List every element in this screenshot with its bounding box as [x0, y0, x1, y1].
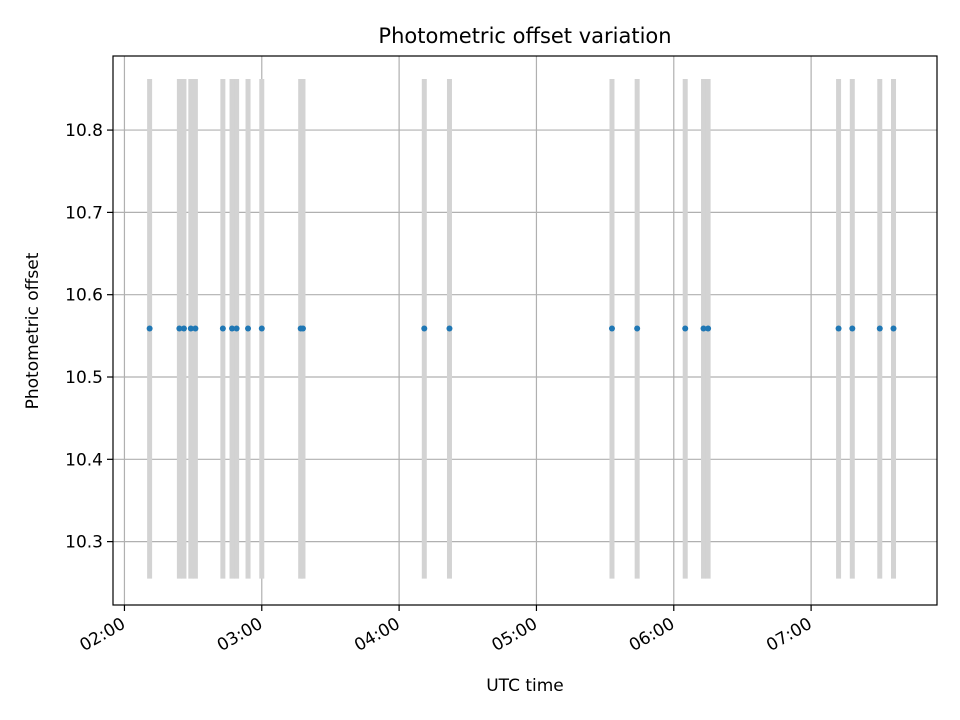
x-axis-label: UTC time	[486, 676, 564, 696]
data-point	[421, 325, 428, 332]
data-point	[180, 325, 187, 332]
data-point	[245, 325, 252, 332]
data-point	[446, 325, 453, 332]
y-axis-ticks: 10.3 10.4 10.5 10.6 10.7 10.8	[65, 121, 113, 553]
data-point	[187, 325, 194, 332]
data-point	[176, 325, 183, 332]
data-point	[705, 325, 712, 332]
y-tick-label: 10.8	[65, 121, 103, 141]
data-point	[219, 325, 226, 332]
data-points	[146, 325, 897, 332]
y-tick-label: 10.6	[65, 286, 103, 306]
data-point	[299, 325, 306, 332]
data-point	[700, 325, 707, 332]
data-point	[835, 325, 842, 332]
y-tick-label: 10.3	[65, 533, 103, 553]
data-point	[608, 325, 615, 332]
data-point	[229, 325, 236, 332]
chart-title: Photometric offset variation	[378, 24, 671, 48]
data-point	[634, 325, 641, 332]
data-point	[682, 325, 689, 332]
data-point	[890, 325, 897, 332]
data-point	[258, 325, 265, 332]
data-point	[146, 325, 153, 332]
data-point	[192, 325, 199, 332]
data-point	[876, 325, 883, 332]
plot-frame	[112, 55, 938, 606]
data-point	[233, 325, 240, 332]
y-axis-label: Photometric offset	[23, 252, 43, 409]
data-point	[849, 325, 856, 332]
y-tick-label: 10.4	[65, 450, 103, 470]
y-tick-label: 10.5	[65, 368, 103, 388]
y-tick-label: 10.7	[65, 203, 103, 223]
